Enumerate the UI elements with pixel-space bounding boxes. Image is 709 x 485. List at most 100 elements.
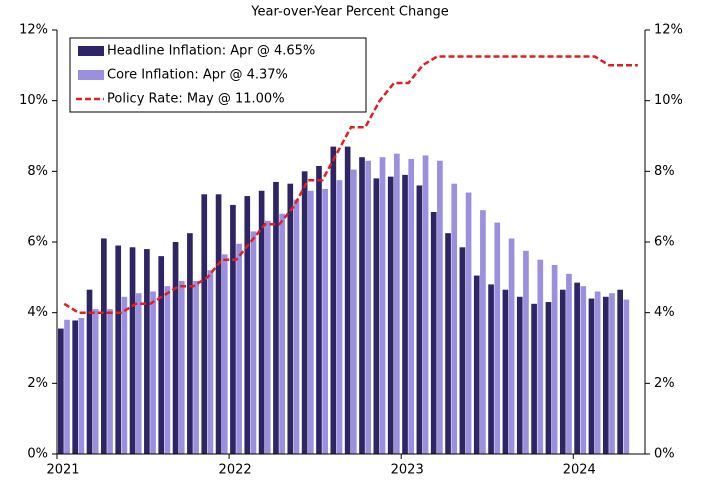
- bar: [459, 247, 466, 454]
- bar: [144, 249, 150, 454]
- bar: [336, 180, 343, 454]
- y-tick-label: 6%: [27, 235, 48, 250]
- bar: [344, 146, 351, 454]
- bar: [207, 270, 214, 454]
- bar: [365, 160, 372, 454]
- x-tick-label: 2024: [563, 463, 596, 478]
- y-tick-label: 0%: [27, 447, 48, 462]
- bar: [250, 231, 257, 454]
- bar: [279, 213, 285, 454]
- policy-line: [63, 55, 638, 314]
- bar: [158, 256, 165, 454]
- y2-tick-label: 6%: [654, 235, 675, 250]
- bar: [258, 190, 265, 454]
- bar: [422, 155, 429, 454]
- bar: [201, 194, 208, 455]
- bar: [172, 242, 179, 454]
- bar: [451, 183, 458, 454]
- bar: [64, 319, 70, 454]
- bar: [287, 183, 294, 454]
- legend-label: Policy Rate: May @ 11.00%: [107, 92, 285, 107]
- y-tick-label: 8%: [27, 164, 48, 179]
- bar: [488, 284, 494, 454]
- bar: [150, 291, 156, 454]
- bar: [301, 171, 308, 455]
- bar: [473, 275, 480, 454]
- bar: [437, 160, 443, 454]
- bar: [574, 282, 580, 454]
- bar: [379, 157, 386, 454]
- bar: [502, 289, 509, 454]
- legend-swatch: [78, 70, 104, 80]
- bar: [465, 192, 472, 455]
- bar: [359, 157, 365, 454]
- bar: [121, 296, 128, 454]
- bar: [236, 243, 242, 454]
- bar: [92, 309, 99, 454]
- bar: [322, 189, 328, 454]
- bar: [602, 296, 609, 454]
- bar: [230, 204, 236, 454]
- bar: [193, 280, 199, 454]
- bar: [135, 293, 142, 454]
- y-tick-label: 2%: [27, 376, 48, 391]
- bar: [387, 176, 394, 454]
- y-tick-label: 4%: [27, 305, 48, 320]
- bar: [416, 185, 423, 454]
- bar: [430, 211, 437, 454]
- bar: [101, 238, 107, 454]
- bar: [617, 289, 623, 454]
- bar: [480, 210, 486, 454]
- bar: [494, 222, 501, 454]
- bar: [164, 286, 171, 454]
- bar: [86, 289, 93, 454]
- y2-tick-label: 8%: [654, 164, 675, 179]
- bar: [78, 317, 85, 454]
- bar: [244, 196, 251, 455]
- bar: [273, 181, 279, 454]
- bar: [537, 259, 544, 454]
- bar: [187, 233, 193, 454]
- bar: [307, 190, 314, 454]
- legend-label: Core Inflation: Apr @ 4.37%: [107, 68, 288, 83]
- bar: [623, 299, 630, 454]
- bar: [58, 328, 64, 454]
- bar: [264, 220, 271, 454]
- y2-tick-label: 4%: [654, 305, 675, 320]
- bar: [523, 250, 529, 454]
- bar: [72, 320, 79, 454]
- bar: [115, 245, 122, 454]
- bar: [516, 296, 523, 454]
- x-tick-label: 2023: [391, 463, 424, 478]
- bar: [351, 169, 357, 455]
- x-tick-label: 2022: [219, 463, 252, 478]
- y-tick-label: 12%: [19, 23, 48, 38]
- bar: [129, 247, 136, 454]
- bar: [580, 286, 587, 454]
- y2-tick-label: 12%: [654, 23, 683, 38]
- bar: [293, 199, 300, 454]
- y2-tick-label: 10%: [654, 93, 683, 108]
- bar: [508, 238, 515, 454]
- bar: [551, 264, 558, 454]
- bar: [215, 194, 222, 455]
- bar: [316, 166, 322, 455]
- bar: [445, 233, 451, 454]
- bar: [545, 302, 552, 454]
- legend-box: [69, 37, 367, 113]
- y2-tick-label: 2%: [654, 376, 675, 391]
- x-tick-label: 2021: [46, 463, 79, 478]
- bar: [588, 298, 595, 454]
- bar: [609, 293, 615, 454]
- bar: [330, 146, 337, 454]
- legend-label: Headline Inflation: Apr @ 4.65%: [107, 44, 315, 59]
- chart-subtitle: Year-over-Year Percent Change: [250, 5, 448, 20]
- bar: [402, 174, 408, 454]
- bar: [394, 153, 400, 454]
- bar: [373, 178, 380, 454]
- bar: [594, 291, 601, 454]
- bar: [178, 280, 185, 454]
- bar: [107, 309, 113, 454]
- y2-tick-label: 0%: [654, 447, 675, 462]
